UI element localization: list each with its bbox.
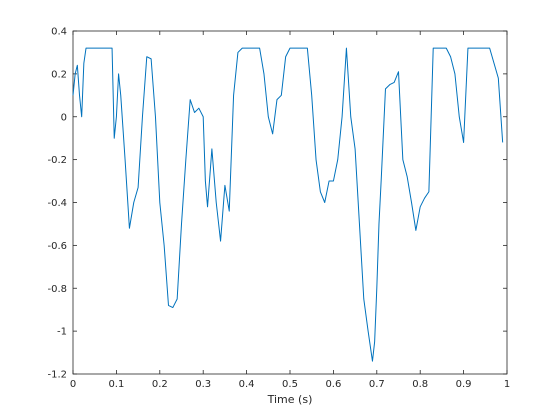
y-tick-label: -1.2 (47, 370, 67, 381)
x-tick-label: 0.3 (195, 379, 211, 390)
x-tick-label: 0.6 (325, 379, 341, 390)
x-tick-label: 0.8 (412, 379, 428, 390)
axis-tick-labels: 0 0.1 0.2 0.3 0.4 0.5 0.6 0.7 0.8 0.9 1 0.4 0.2 0 -0.2… (47, 27, 510, 391)
y-tick-label: -0.6 (47, 241, 67, 252)
x-tick-label: 1 (504, 379, 510, 390)
x-tick-label: 0.5 (282, 379, 298, 390)
x-tick-label: 0.2 (152, 379, 168, 390)
y-tick-label: -0.4 (47, 198, 67, 209)
x-tick-label: 0.4 (239, 379, 255, 390)
y-tick-label: -0.2 (47, 155, 67, 166)
x-axis-label: Time (s) (267, 393, 313, 406)
y-tick-label: 0.4 (51, 27, 67, 38)
x-tick-label: 0.7 (369, 379, 385, 390)
y-tick-label: -1 (57, 327, 67, 338)
x-tick-label: 0 (70, 379, 76, 390)
y-tick-label: -0.8 (47, 284, 67, 295)
x-tick-label: 0.9 (456, 379, 472, 390)
axis-ticks (72, 30, 508, 375)
series-line (72, 47, 504, 362)
plot-area (72, 30, 508, 375)
y-tick-label: 0 (61, 112, 67, 123)
y-tick-label: 0.2 (51, 69, 67, 80)
x-tick-label: 0.1 (108, 379, 124, 390)
